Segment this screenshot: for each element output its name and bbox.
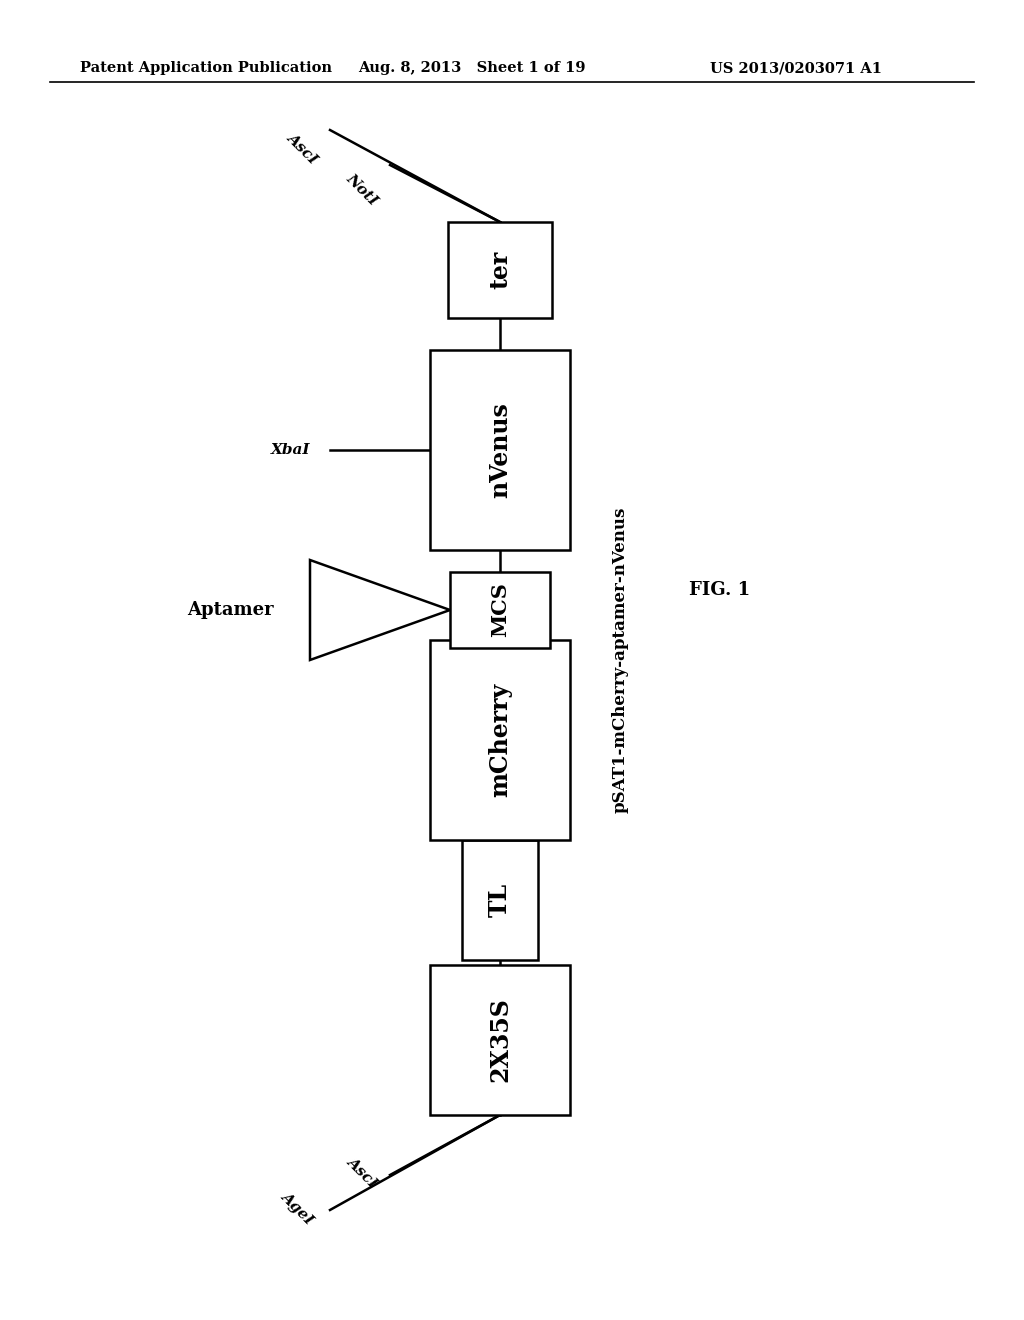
Bar (450, 572, 550, 648)
Text: Aug. 8, 2013   Sheet 1 of 19: Aug. 8, 2013 Sheet 1 of 19 (358, 61, 586, 75)
Text: pSAT1-mCherry-aptamer-nVenus: pSAT1-mCherry-aptamer-nVenus (611, 507, 629, 813)
Text: mCherry: mCherry (488, 682, 512, 797)
Bar (430, 350, 570, 550)
Text: Aptamer: Aptamer (186, 601, 273, 619)
Text: NotI: NotI (343, 172, 380, 209)
Text: US 2013/0203071 A1: US 2013/0203071 A1 (710, 61, 882, 75)
Bar (430, 965, 570, 1115)
Bar (449, 222, 552, 318)
Text: AscI: AscI (284, 129, 319, 166)
Text: TL: TL (488, 883, 512, 917)
Text: Patent Application Publication: Patent Application Publication (80, 61, 332, 75)
Text: ter: ter (488, 251, 512, 289)
Text: MCS: MCS (490, 582, 510, 638)
Text: AscI: AscI (344, 1154, 380, 1191)
Text: FIG. 1: FIG. 1 (689, 581, 751, 599)
Bar (430, 640, 570, 840)
Text: 2X35S: 2X35S (488, 998, 512, 1082)
Text: AgeI: AgeI (279, 1189, 316, 1226)
Polygon shape (310, 560, 450, 660)
Bar (462, 840, 538, 960)
Text: nVenus: nVenus (488, 403, 512, 498)
Text: XbaI: XbaI (270, 444, 310, 457)
